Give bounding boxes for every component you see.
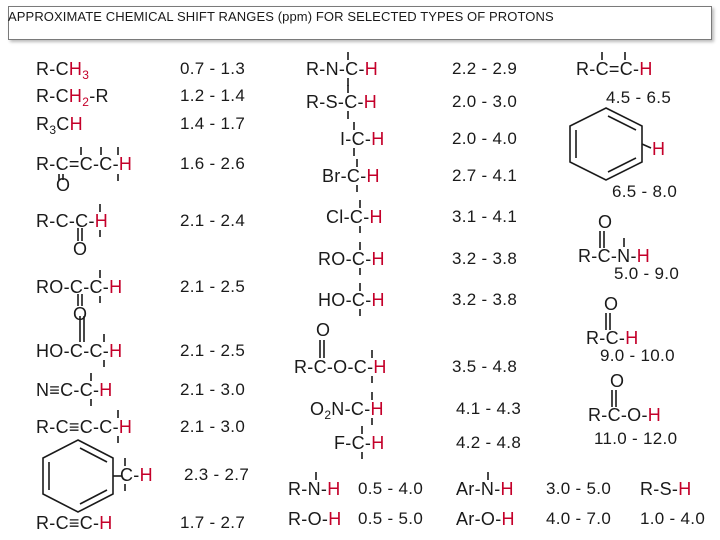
proton-label-alcohol-alpha: HO-C-H <box>318 290 385 310</box>
shift-range: 6.5 - 8.0 <box>612 182 678 201</box>
carbonyl-oxygen: O <box>316 320 331 340</box>
proton-label-aryl-amine-nh: Ar-N-H <box>456 479 514 499</box>
carbonyl-oxygen: O <box>604 294 619 314</box>
shift-range: 4.2 - 4.8 <box>456 433 522 452</box>
proton-label-ester-alpha: RO-C-C-H <box>36 277 123 297</box>
proton-label-methylene: R-CH2-R <box>36 86 109 109</box>
proton-label-alkyne: R-C≡C-H <box>36 513 113 533</box>
shift-range: 0.5 - 5.0 <box>358 509 424 528</box>
proton-label-ether-alpha: RO-C-H <box>318 249 385 269</box>
proton-label-nitrile-alpha: N≡C-C-H <box>36 380 113 400</box>
proton-label-acid-alpha: HO-C-C-H <box>36 341 123 361</box>
proton-label-ester-alkoxy: R-C-O-C-H <box>294 357 387 377</box>
shift-range: 3.2 - 3.8 <box>452 249 518 268</box>
shift-range: 1.0 - 4.0 <box>640 509 706 528</box>
shift-range: 2.1 - 3.0 <box>180 417 246 436</box>
proton-label-methyl: R-CH3 <box>36 59 90 82</box>
benzene-ring-icon <box>42 439 114 513</box>
proton-label-carboxylic-acid: R-C-O-H <box>588 405 662 425</box>
shift-range: 0.7 - 1.3 <box>180 59 246 78</box>
proton-label-benzylic: C-H <box>120 465 153 485</box>
shift-range: 2.1 - 2.5 <box>180 341 246 360</box>
proton-label-fluoride-alpha: F-C-H <box>334 433 385 453</box>
shift-range: 1.2 - 1.4 <box>180 86 246 105</box>
proton-label-vinyl: R-C=C-H <box>576 59 653 79</box>
shift-range: 2.3 - 2.7 <box>184 465 250 484</box>
proton-label-aldehyde: R-C-H <box>586 328 639 348</box>
shift-range: 9.0 - 10.0 <box>600 346 675 365</box>
proton-label-ketone-alpha: R-C-C-H <box>36 211 109 231</box>
proton-label-amide: R-C-N-H <box>578 246 651 266</box>
shift-range: 2.0 - 3.0 <box>452 92 518 111</box>
carbonyl-oxygen: O <box>73 239 88 259</box>
shift-range: 4.5 - 6.5 <box>606 88 672 107</box>
shift-range: 2.1 - 3.0 <box>180 380 246 399</box>
shift-range: 1.6 - 2.6 <box>180 154 246 173</box>
shift-range: 1.4 - 1.7 <box>180 114 246 133</box>
shift-range: 3.2 - 3.8 <box>452 290 518 309</box>
shift-range: 2.0 - 4.0 <box>452 129 518 148</box>
page-title: APPROXIMATE CHEMICAL SHIFT RANGES (ppm) … <box>8 9 554 24</box>
shift-range: 2.1 - 2.5 <box>180 277 246 296</box>
shift-range: 2.1 - 2.4 <box>180 211 246 230</box>
proton-label-thiol-sh: R-S-H <box>640 479 692 499</box>
shift-range: 3.5 - 4.8 <box>452 357 518 376</box>
proton-label-amine-alpha: R-N-C-H <box>306 59 379 79</box>
shift-range: 11.0 - 12.0 <box>594 429 678 448</box>
proton-label-amine-nh: R-N-H <box>288 479 341 499</box>
proton-label-nitro-alpha: O2N-C-H <box>310 399 384 422</box>
proton-label-chloride-alpha: Cl-C-H <box>326 207 383 227</box>
carbonyl-oxygen: O <box>598 212 613 232</box>
carbonyl-oxygen: O <box>610 371 625 391</box>
shift-range: 2.2 - 2.9 <box>452 59 518 78</box>
shift-range: 2.7 - 4.1 <box>452 166 518 185</box>
shift-range: 5.0 - 9.0 <box>614 264 680 283</box>
proton-label-bromide-alpha: Br-C-H <box>322 166 380 186</box>
proton-label-aromatic: H <box>652 139 666 159</box>
carbonyl-oxygen: O <box>56 175 71 195</box>
proton-label-propargylic: R-C≡C-C-H <box>36 417 133 437</box>
title-frame <box>8 6 712 40</box>
proton-label-thioether-alpha: R-S-C-H <box>306 92 378 112</box>
proton-label-iodide-alpha: I-C-H <box>340 129 385 149</box>
proton-label-methine: R3CH <box>36 114 83 137</box>
shift-range: 4.0 - 7.0 <box>546 509 612 528</box>
bond-line <box>641 143 652 149</box>
proton-label-phenol-oh: Ar-O-H <box>456 509 515 529</box>
shift-range: 4.1 - 4.3 <box>456 399 522 418</box>
benzene-ring-icon <box>569 107 643 181</box>
shift-range: 3.1 - 4.1 <box>452 207 518 226</box>
shift-range: 0.5 - 4.0 <box>358 479 424 498</box>
shift-range: 3.0 - 5.0 <box>546 479 612 498</box>
proton-label-allylic-carbonyl: R-C=C-C-H <box>36 154 133 174</box>
proton-label-alcohol-oh: R-O-H <box>288 509 342 529</box>
shift-range: 1.7 - 2.7 <box>180 513 246 532</box>
